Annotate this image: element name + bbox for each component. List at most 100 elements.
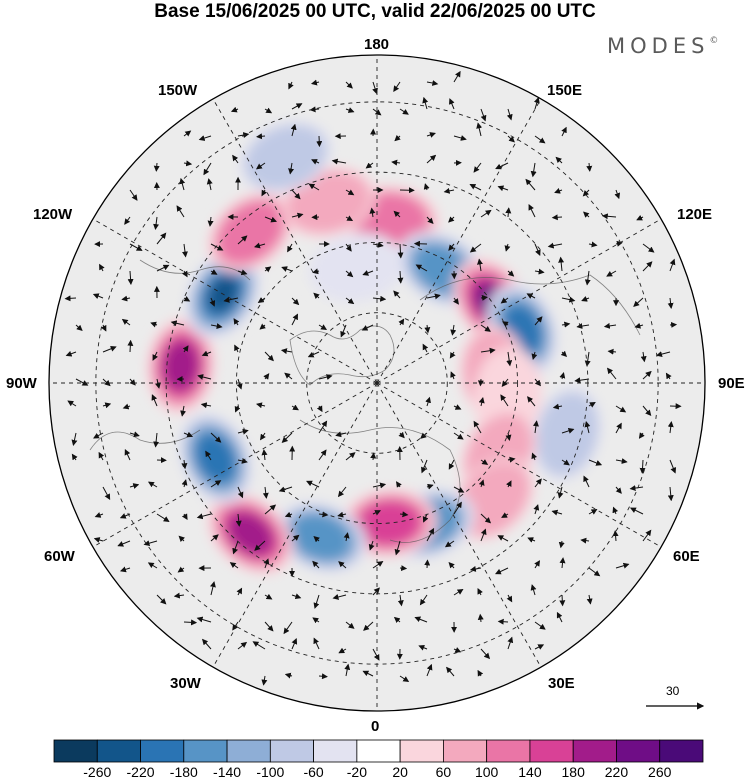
anomaly-blob	[536, 392, 598, 476]
wind-vector	[196, 616, 212, 623]
wind-vector	[237, 428, 249, 435]
wind-vector	[561, 126, 567, 137]
wind-vector	[480, 648, 491, 660]
colorbar-tick-label: -100	[256, 764, 285, 780]
wind-vector	[629, 507, 644, 515]
wind-vector	[476, 122, 483, 137]
wind-vector	[636, 214, 644, 221]
wind-vector	[179, 177, 186, 191]
latitude-circle	[306, 312, 448, 454]
wind-vector	[531, 452, 538, 461]
modes-logo: MODES©	[607, 34, 718, 58]
wind-vector	[561, 427, 575, 434]
wind-vector	[534, 560, 540, 569]
colorbar-swatch	[486, 739, 531, 763]
meridian-line	[212, 382, 378, 668]
wind-vector	[453, 135, 467, 141]
wind-vector	[633, 297, 644, 307]
wind-vector	[477, 258, 483, 272]
wind-vector	[506, 480, 512, 488]
wind-vector	[449, 98, 455, 110]
colorbar-swatch	[269, 739, 315, 763]
wind-vector	[580, 537, 590, 544]
wind-vector	[414, 616, 428, 623]
wind-vector	[533, 96, 540, 110]
wind-vector	[507, 456, 516, 463]
wind-vector	[261, 449, 268, 461]
wind-vector	[156, 513, 170, 522]
wind-vector	[156, 232, 167, 245]
colorbar-swatch	[529, 739, 574, 763]
wind-vector	[290, 123, 297, 137]
wind-vector	[94, 512, 104, 518]
wind-vector	[75, 324, 83, 331]
reference-vector-label: 30	[666, 684, 680, 698]
wind-vector	[234, 405, 241, 413]
wind-vector	[530, 584, 537, 596]
wind-vector	[313, 637, 320, 650]
wind-vector	[362, 270, 374, 276]
wind-vector	[210, 432, 222, 443]
wind-vector	[426, 80, 439, 86]
wind-vector	[183, 130, 192, 137]
wind-vector	[477, 669, 484, 677]
wind-vector	[526, 293, 536, 299]
wind-vector	[422, 343, 429, 353]
meridian-line	[92, 382, 378, 548]
wind-vector	[372, 587, 380, 596]
wind-vector	[369, 207, 376, 218]
wind-vector	[642, 261, 653, 272]
wind-vector	[345, 297, 355, 305]
wind-vector	[443, 187, 455, 194]
wind-vector	[642, 529, 652, 542]
wind-vector	[98, 451, 105, 461]
wind-vector	[236, 587, 243, 596]
wind-vector	[615, 486, 622, 494]
wind-vector	[264, 621, 274, 632]
wind-vector	[415, 264, 428, 272]
wind-vector	[338, 647, 347, 654]
meridian-line	[92, 218, 378, 384]
wind-vector	[372, 648, 380, 661]
lon-label-60w: 60W	[44, 548, 75, 565]
wind-vector	[181, 479, 188, 488]
wind-vector	[176, 205, 185, 218]
wind-vector	[365, 162, 374, 169]
colorbar-tick-label: 180	[561, 764, 585, 780]
wind-vector	[588, 509, 598, 515]
wind-vector	[92, 293, 104, 299]
wind-vector	[291, 404, 299, 411]
wind-vector	[505, 432, 512, 441]
wind-vector	[308, 183, 320, 191]
wind-vector	[588, 567, 601, 577]
wind-vector	[533, 504, 540, 515]
wind-vector	[391, 159, 401, 166]
wind-vector	[337, 486, 347, 498]
wind-vector	[181, 459, 188, 470]
wind-vector	[232, 621, 239, 631]
wind-vector	[345, 452, 356, 461]
wind-vector	[237, 486, 244, 499]
wind-vector	[615, 422, 622, 434]
wind-vector	[615, 562, 630, 569]
wind-vector	[588, 241, 598, 248]
wind-vector	[345, 270, 354, 278]
wind-vector	[65, 350, 77, 357]
wind-vector	[422, 513, 429, 523]
wind-vector	[397, 243, 404, 259]
wind-vector	[256, 133, 266, 140]
wind-vector	[480, 347, 496, 354]
wind-vector	[181, 513, 188, 521]
wind-vector	[504, 243, 511, 252]
meridian-line	[376, 218, 662, 384]
wind-vector	[450, 324, 457, 336]
anomaly-blob	[163, 340, 199, 391]
wind-vector	[501, 512, 509, 518]
wind-vector	[480, 294, 488, 301]
wind-vector	[291, 534, 300, 542]
wind-vector	[582, 189, 590, 197]
wind-vector	[453, 70, 461, 83]
wind-vector	[453, 486, 465, 493]
wind-vector	[183, 619, 198, 626]
